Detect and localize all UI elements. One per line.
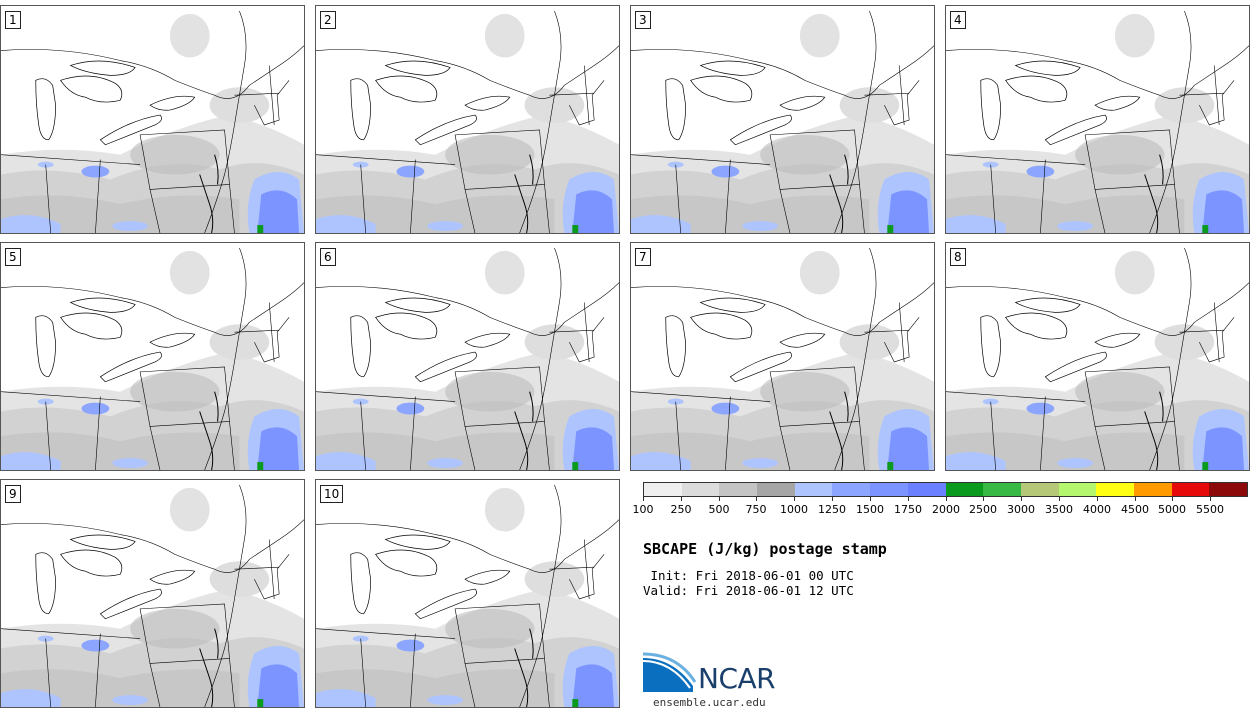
colorbar-tick [1021, 497, 1022, 501]
sbcape-colorbar [643, 482, 1248, 497]
website-label: ensemble.ucar.edu [653, 696, 766, 709]
sbcape-map [316, 247, 619, 470]
colorbar-swatch [1133, 483, 1172, 496]
colorbar-swatch [644, 483, 682, 496]
colorbar-tick-label: 1750 [894, 503, 922, 516]
colorbar-tick-labels: 100 250 500 750 1000 1250 1500 1750 2000 2500 3000… [633, 497, 1248, 521]
colorbar-tick-label: 250 [670, 503, 692, 516]
sbcape-map [1, 484, 304, 707]
colorbar-swatch [757, 483, 795, 496]
ensemble-member-panel-3: 3 [630, 5, 935, 234]
colorbar-tick-label: 2500 [969, 503, 997, 516]
colorbar-tick [1172, 497, 1173, 501]
colorbar-tick [983, 497, 984, 501]
sbcape-map [1, 10, 304, 233]
ncar-logo-text: NCAR [698, 662, 776, 695]
colorbar-tick-label: 750 [745, 503, 767, 516]
member-number-label: 8 [950, 248, 966, 266]
member-number-label: 3 [635, 11, 651, 29]
colorbar-swatch [681, 483, 720, 496]
member-number-label: 10 [320, 485, 344, 503]
colorbar-swatch [1096, 483, 1134, 496]
member-number-label: 7 [635, 248, 651, 266]
colorbar-swatch [719, 483, 758, 496]
ensemble-member-panel-1: 1 [0, 5, 305, 234]
sbcape-map [1, 247, 304, 470]
colorbar-tick [1059, 497, 1060, 501]
member-number-label: 2 [320, 11, 336, 29]
member-number-label: 1 [5, 11, 21, 29]
colorbar-tick [1135, 497, 1136, 501]
colorbar-tick [719, 497, 720, 501]
colorbar-tick [794, 497, 795, 501]
ensemble-member-panel-5: 5 [0, 242, 305, 471]
colorbar-swatch [1058, 483, 1097, 496]
member-number-label: 6 [320, 248, 336, 266]
sbcape-map [316, 10, 619, 233]
colorbar-swatch [1171, 483, 1210, 496]
colorbar-tick [1210, 497, 1211, 501]
sbcape-map [631, 10, 934, 233]
colorbar-swatch [1209, 483, 1247, 496]
member-number-label: 5 [5, 248, 21, 266]
colorbar-tick-label: 5000 [1158, 503, 1186, 516]
colorbar-swatch [983, 483, 1021, 496]
colorbar-swatch [870, 483, 908, 496]
ensemble-member-panel-4: 4 [945, 5, 1250, 234]
colorbar-tick-label: 3500 [1045, 503, 1073, 516]
sbcape-map [631, 247, 934, 470]
colorbar-swatch [794, 483, 833, 496]
colorbar-tick [946, 497, 947, 501]
ensemble-member-panel-8: 8 [945, 242, 1250, 471]
colorbar-swatch [832, 483, 871, 496]
colorbar-tick-label: 1500 [856, 503, 884, 516]
ensemble-member-panel-7: 7 [630, 242, 935, 471]
colorbar-tick-label: 4500 [1121, 503, 1149, 516]
colorbar-tick-label: 1000 [780, 503, 808, 516]
colorbar-swatch [1020, 483, 1059, 496]
colorbar-tick-label: 2000 [932, 503, 960, 516]
colorbar-tick [908, 497, 909, 501]
ensemble-member-panel-9: 9 [0, 479, 305, 708]
sbcape-map [946, 10, 1249, 233]
member-number-label: 4 [950, 11, 966, 29]
colorbar-tick-label: 5500 [1196, 503, 1224, 516]
colorbar-tick [1097, 497, 1098, 501]
colorbar-tick-label: 4000 [1083, 503, 1111, 516]
ensemble-member-panel-10: 10 [315, 479, 620, 708]
valid-time: Valid: Fri 2018-06-01 12 UTC [643, 583, 854, 598]
chart-title: SBCAPE (J/kg) postage stamp [643, 540, 887, 558]
colorbar-tick [756, 497, 757, 501]
member-number-label: 9 [5, 485, 21, 503]
colorbar-tick-label: 500 [708, 503, 730, 516]
colorbar-swatch [945, 483, 984, 496]
sbcape-map [946, 247, 1249, 470]
colorbar-swatch [907, 483, 946, 496]
init-time: Init: Fri 2018-06-01 00 UTC [643, 568, 854, 583]
ensemble-member-panel-2: 2 [315, 5, 620, 234]
colorbar-tick [870, 497, 871, 501]
colorbar-tick [681, 497, 682, 501]
colorbar-tick-label: 1250 [818, 503, 846, 516]
colorbar-tick-label: 100 [632, 503, 654, 516]
sbcape-map [316, 484, 619, 707]
colorbar-tick-label: 3000 [1007, 503, 1035, 516]
colorbar-tick [832, 497, 833, 501]
ncar-logo-icon [643, 652, 697, 692]
colorbar-tick [643, 497, 644, 501]
ensemble-member-panel-6: 6 [315, 242, 620, 471]
